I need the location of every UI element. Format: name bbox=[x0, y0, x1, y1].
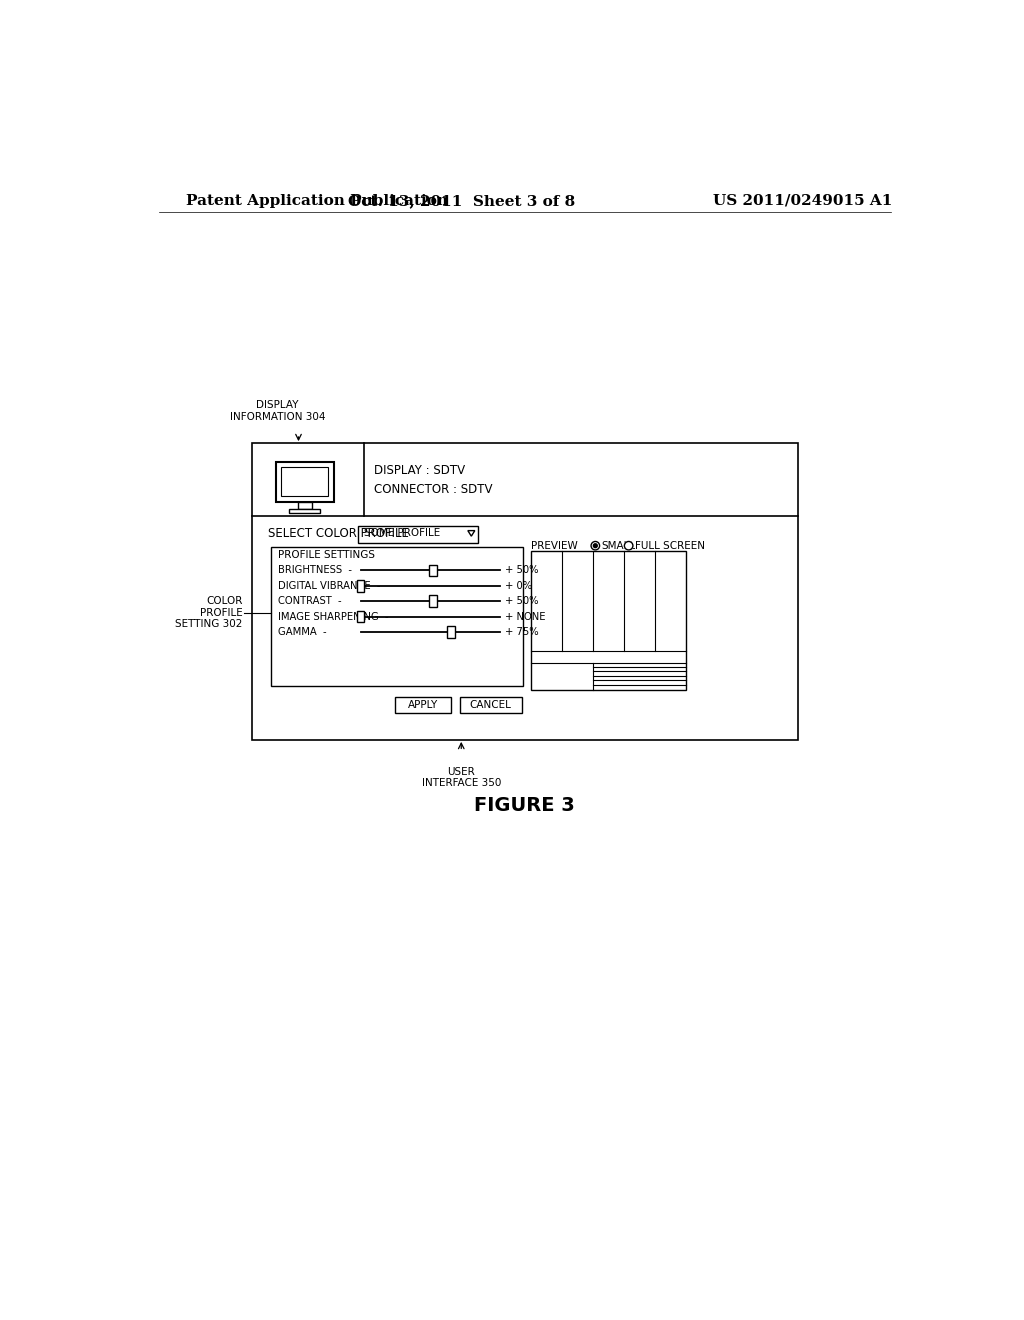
Text: APPLY: APPLY bbox=[409, 700, 438, 710]
Bar bbox=[298, 502, 311, 508]
Text: DIGITAL VIBRANCE  -: DIGITAL VIBRANCE - bbox=[278, 581, 380, 591]
Circle shape bbox=[591, 541, 600, 550]
Polygon shape bbox=[468, 531, 475, 536]
Bar bbox=[429, 595, 437, 607]
Text: Oct. 13, 2011  Sheet 3 of 8: Oct. 13, 2011 Sheet 3 of 8 bbox=[347, 194, 574, 207]
Bar bbox=[460, 697, 521, 713]
Text: SMALL: SMALL bbox=[601, 541, 636, 550]
Text: US 2011/0249015 A1: US 2011/0249015 A1 bbox=[713, 194, 892, 207]
Circle shape bbox=[593, 544, 597, 548]
Circle shape bbox=[625, 541, 633, 550]
Text: + NONE: + NONE bbox=[505, 611, 545, 622]
Text: BRIGHTNESS  -: BRIGHTNESS - bbox=[278, 565, 351, 576]
Text: + 75%: + 75% bbox=[505, 627, 539, 638]
Text: + 50%: + 50% bbox=[505, 597, 539, 606]
Bar bbox=[429, 565, 437, 576]
Text: FIGURE 3: FIGURE 3 bbox=[474, 796, 575, 814]
Bar bbox=[252, 444, 799, 739]
Text: + 0%: + 0% bbox=[505, 581, 531, 591]
Bar bbox=[289, 508, 321, 512]
Bar bbox=[358, 527, 478, 544]
Bar bbox=[275, 462, 334, 502]
Text: USER
INTERFACE 350: USER INTERFACE 350 bbox=[422, 767, 501, 788]
Text: CANCEL: CANCEL bbox=[470, 700, 512, 710]
Bar bbox=[271, 548, 523, 686]
Text: CONTRAST  -: CONTRAST - bbox=[278, 597, 341, 606]
Bar bbox=[395, 697, 452, 713]
Bar bbox=[281, 467, 329, 496]
Text: + 50%: + 50% bbox=[505, 565, 539, 576]
Text: SELECT COLOR PROFILE: SELECT COLOR PROFILE bbox=[267, 527, 409, 540]
Text: COLOR
PROFILE
SETTING 302: COLOR PROFILE SETTING 302 bbox=[175, 597, 243, 630]
Bar bbox=[356, 611, 365, 622]
Text: GAMMA  -: GAMMA - bbox=[278, 627, 327, 638]
Bar bbox=[356, 579, 365, 591]
Text: Patent Application Publication: Patent Application Publication bbox=[186, 194, 449, 207]
Text: DISPLAY : SDTV: DISPLAY : SDTV bbox=[374, 463, 465, 477]
Text: FULL SCREEN: FULL SCREEN bbox=[635, 541, 705, 550]
Text: SOME PROFILE: SOME PROFILE bbox=[365, 528, 440, 539]
Bar bbox=[531, 552, 686, 689]
Text: IMAGE SHARPENING  -: IMAGE SHARPENING - bbox=[278, 611, 388, 622]
Bar bbox=[447, 626, 455, 638]
Text: PROFILE SETTINGS: PROFILE SETTINGS bbox=[278, 550, 375, 560]
Text: DISPLAY
INFORMATION 304: DISPLAY INFORMATION 304 bbox=[229, 400, 326, 422]
Text: PREVIEW: PREVIEW bbox=[531, 541, 578, 550]
Text: CONNECTOR : SDTV: CONNECTOR : SDTV bbox=[374, 483, 493, 496]
